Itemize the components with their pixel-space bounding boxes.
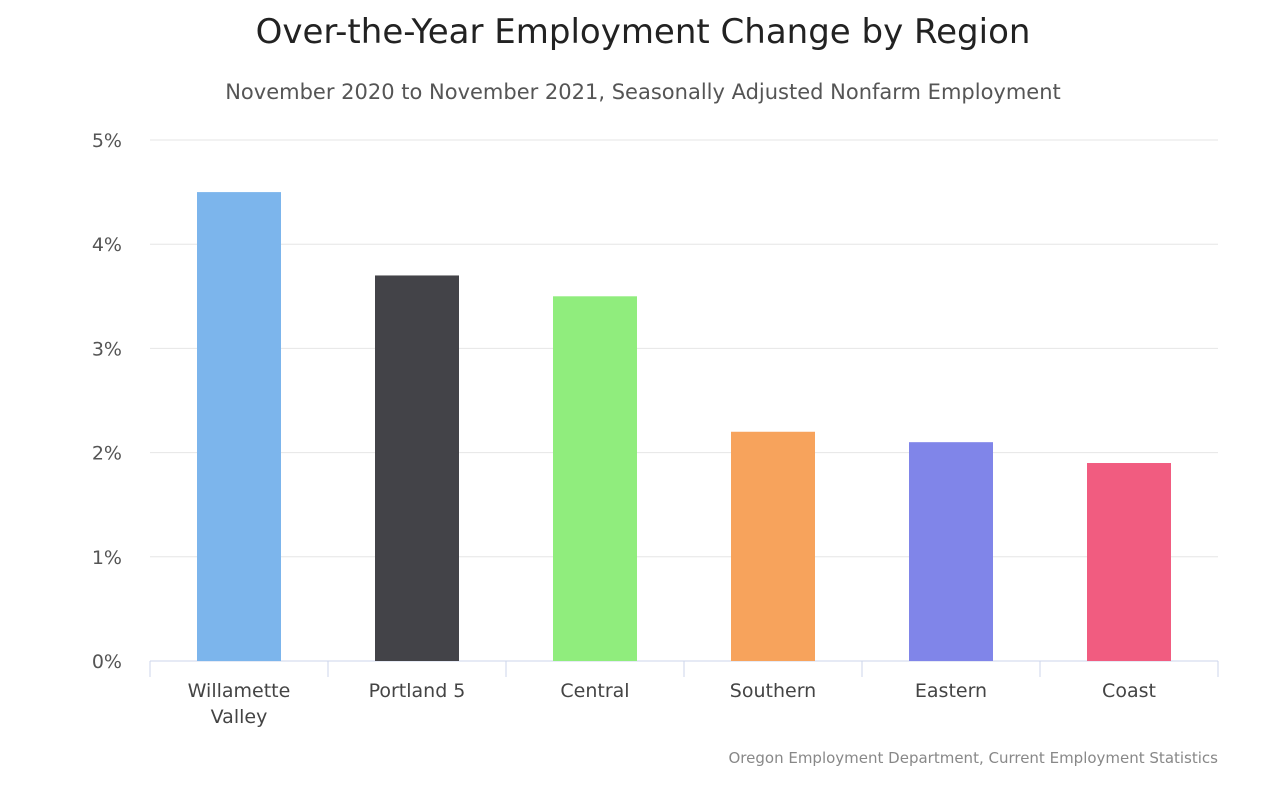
- bar[interactable]: [553, 296, 637, 661]
- bar[interactable]: [731, 431, 815, 661]
- chart-credits[interactable]: Oregon Employment Department, Current Em…: [728, 749, 1219, 767]
- x-tick-label-line: Southern: [730, 680, 816, 702]
- x-tick-label-line: Coast: [1102, 680, 1156, 702]
- x-tick-label: Coast: [1102, 680, 1156, 702]
- x-tick-label-line: Valley: [211, 706, 268, 728]
- chart-subtitle: November 2020 to November 2021, Seasonal…: [225, 80, 1061, 104]
- bar[interactable]: [909, 442, 993, 661]
- y-tick-label: 3%: [92, 338, 122, 360]
- x-tick-label-line: Central: [560, 680, 629, 702]
- bar[interactable]: [1087, 463, 1171, 661]
- y-tick-label: 1%: [92, 547, 122, 569]
- bar[interactable]: [375, 275, 459, 661]
- x-tick-label: Southern: [730, 680, 816, 702]
- y-tick-label: 4%: [92, 234, 122, 256]
- y-tick-label: 2%: [92, 443, 122, 465]
- bar[interactable]: [197, 192, 281, 661]
- x-tick-label-line: Eastern: [915, 680, 987, 702]
- y-tick-label: 5%: [92, 130, 122, 152]
- y-tick-label: 0%: [92, 651, 122, 673]
- x-tick-label-line: Portland 5: [369, 680, 466, 702]
- x-tick-label: Portland 5: [369, 680, 466, 702]
- x-tick-label: Central: [560, 680, 629, 702]
- x-tick-label: Willamette Valley: [188, 680, 291, 728]
- chart-title: Over-the-Year Employment Change by Regio…: [255, 12, 1031, 52]
- x-tick-label-line: Willamette: [188, 680, 291, 702]
- x-tick-label: Eastern: [915, 680, 987, 702]
